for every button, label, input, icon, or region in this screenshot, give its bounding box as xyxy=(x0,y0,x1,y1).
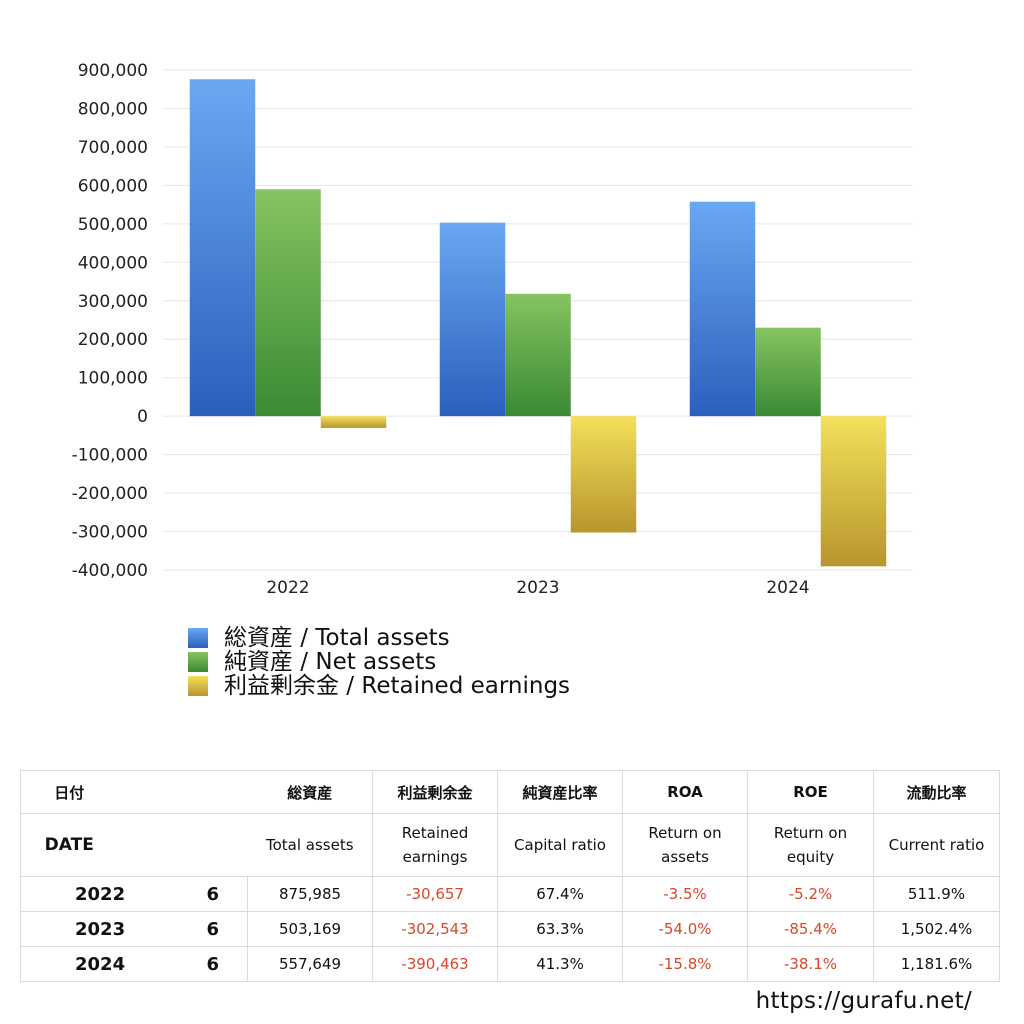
header-date-jp: 日付 xyxy=(19,770,248,814)
row-roa: -15.8% xyxy=(622,946,749,982)
financial-table: 日付 総資産 利益剰余金 純資産比率 ROA ROE 流動比率 DATE Tot… xyxy=(19,770,1001,982)
x-tick-label: 2024 xyxy=(766,578,809,598)
header-retained-jp: 利益剰余金 xyxy=(372,770,499,814)
header-roe-jp: ROE xyxy=(747,770,875,814)
bar-2024-series-2 xyxy=(820,416,887,567)
bar-2023-series-1 xyxy=(505,293,571,417)
table-row: 2022 6 875,985 -30,657 67.4% -3.5% -5.2%… xyxy=(20,876,1001,912)
y-tick-label: -100,000 xyxy=(72,446,148,466)
row-retained: -302,543 xyxy=(372,911,499,947)
row-year: 2022 xyxy=(20,876,182,912)
row-current-ratio: 1,502.4% xyxy=(873,911,1001,947)
y-tick-label: 800,000 xyxy=(78,99,148,119)
bar-2022-series-2 xyxy=(320,416,387,428)
table-row: 2024 6 557,649 -390,463 41.3% -15.8% -38… xyxy=(20,946,1001,982)
row-retained: -30,657 xyxy=(372,876,499,912)
row-year: 2023 xyxy=(20,911,182,947)
row-capital-ratio: 63.3% xyxy=(497,911,624,947)
row-total-assets: 503,169 xyxy=(247,911,374,947)
y-tick-label: 600,000 xyxy=(78,176,148,196)
y-tick-label: 900,000 xyxy=(78,61,148,81)
bar-chart: 900,000 800,000 700,000 600,000 500,000 400,0… xyxy=(72,61,913,598)
header-current-ratio-jp: 流動比率 xyxy=(873,770,1001,814)
x-tick-label: 2022 xyxy=(266,578,309,598)
header-current-ratio-en: Current ratio xyxy=(873,813,1001,877)
header-capital-ratio-jp: 純資産比率 xyxy=(497,770,624,814)
table-header-en: DATE Total assets Retained earnings Capi… xyxy=(19,813,1001,877)
legend-item-net-assets: 純資産 / Net assets xyxy=(188,650,570,674)
row-retained: -390,463 xyxy=(372,946,499,982)
header-total-assets-en: Total assets xyxy=(247,813,374,877)
y-tick-label: -300,000 xyxy=(72,523,148,543)
row-current-ratio: 511.9% xyxy=(873,876,1001,912)
row-current-ratio: 1,181.6% xyxy=(873,946,1001,982)
row-roe: -38.1% xyxy=(747,946,875,982)
header-roa-en: Return on assets xyxy=(622,813,749,877)
row-capital-ratio: 41.3% xyxy=(497,946,624,982)
header-capital-ratio-en: Capital ratio xyxy=(497,813,624,877)
y-tick-label: 200,000 xyxy=(78,330,148,350)
header-date-en: DATE xyxy=(19,813,248,877)
row-year: 2024 xyxy=(20,946,182,982)
bar-2023-series-0 xyxy=(439,222,506,417)
bar-2024-series-1 xyxy=(755,327,821,417)
header-roe-en: Return on equity xyxy=(747,813,875,877)
legend-label-net-assets: 純資産 / Net assets xyxy=(224,649,437,675)
y-tick-label: 0 xyxy=(137,407,148,427)
bar-2022-series-0 xyxy=(189,79,256,417)
y-tick-label: 100,000 xyxy=(78,369,148,389)
row-roe: -85.4% xyxy=(747,911,875,947)
y-tick-label: -200,000 xyxy=(72,484,148,504)
y-tick-label: 300,000 xyxy=(78,292,148,312)
table-row: 2023 6 503,169 -302,543 63.3% -54.0% -85… xyxy=(20,911,1001,947)
header-retained-en: Retained earnings xyxy=(372,813,499,877)
row-roa: -54.0% xyxy=(622,911,749,947)
row-month: 6 xyxy=(181,946,249,982)
row-total-assets: 557,649 xyxy=(247,946,374,982)
row-total-assets: 875,985 xyxy=(247,876,374,912)
legend-item-retained-earnings: 利益剰余金 / Retained earnings xyxy=(188,674,570,698)
legend-item-total-assets: 総資産 / Total assets xyxy=(188,626,570,650)
bar-2024-series-0 xyxy=(689,201,756,417)
table-header-jp: 日付 総資産 利益剰余金 純資産比率 ROA ROE 流動比率 xyxy=(19,770,1001,814)
row-roe: -5.2% xyxy=(747,876,875,912)
bar-2023-series-2 xyxy=(570,416,637,533)
x-tick-label: 2023 xyxy=(516,578,559,598)
legend-label-total-assets: 総資産 / Total assets xyxy=(224,625,450,651)
y-tick-label: 500,000 xyxy=(78,215,148,235)
header-roa-jp: ROA xyxy=(622,770,749,814)
row-month: 6 xyxy=(181,911,249,947)
header-total-assets-jp: 総資産 xyxy=(247,770,374,814)
legend-swatch-net-assets xyxy=(188,652,208,672)
bar-2022-series-1 xyxy=(255,189,321,417)
row-roa: -3.5% xyxy=(622,876,749,912)
legend-swatch-total-assets xyxy=(188,628,208,648)
y-tick-label: 700,000 xyxy=(78,138,148,158)
chart-legend: 総資産 / Total assets 純資産 / Net assets 利益剰余… xyxy=(188,626,570,698)
y-tick-label: -400,000 xyxy=(72,561,148,581)
row-month: 6 xyxy=(181,876,249,912)
legend-label-retained-earnings: 利益剰余金 / Retained earnings xyxy=(224,673,571,699)
source-url: https://gurafu.net/ xyxy=(755,988,972,1014)
y-tick-label: 400,000 xyxy=(78,253,148,273)
row-capital-ratio: 67.4% xyxy=(497,876,624,912)
legend-swatch-retained-earnings xyxy=(188,676,208,696)
